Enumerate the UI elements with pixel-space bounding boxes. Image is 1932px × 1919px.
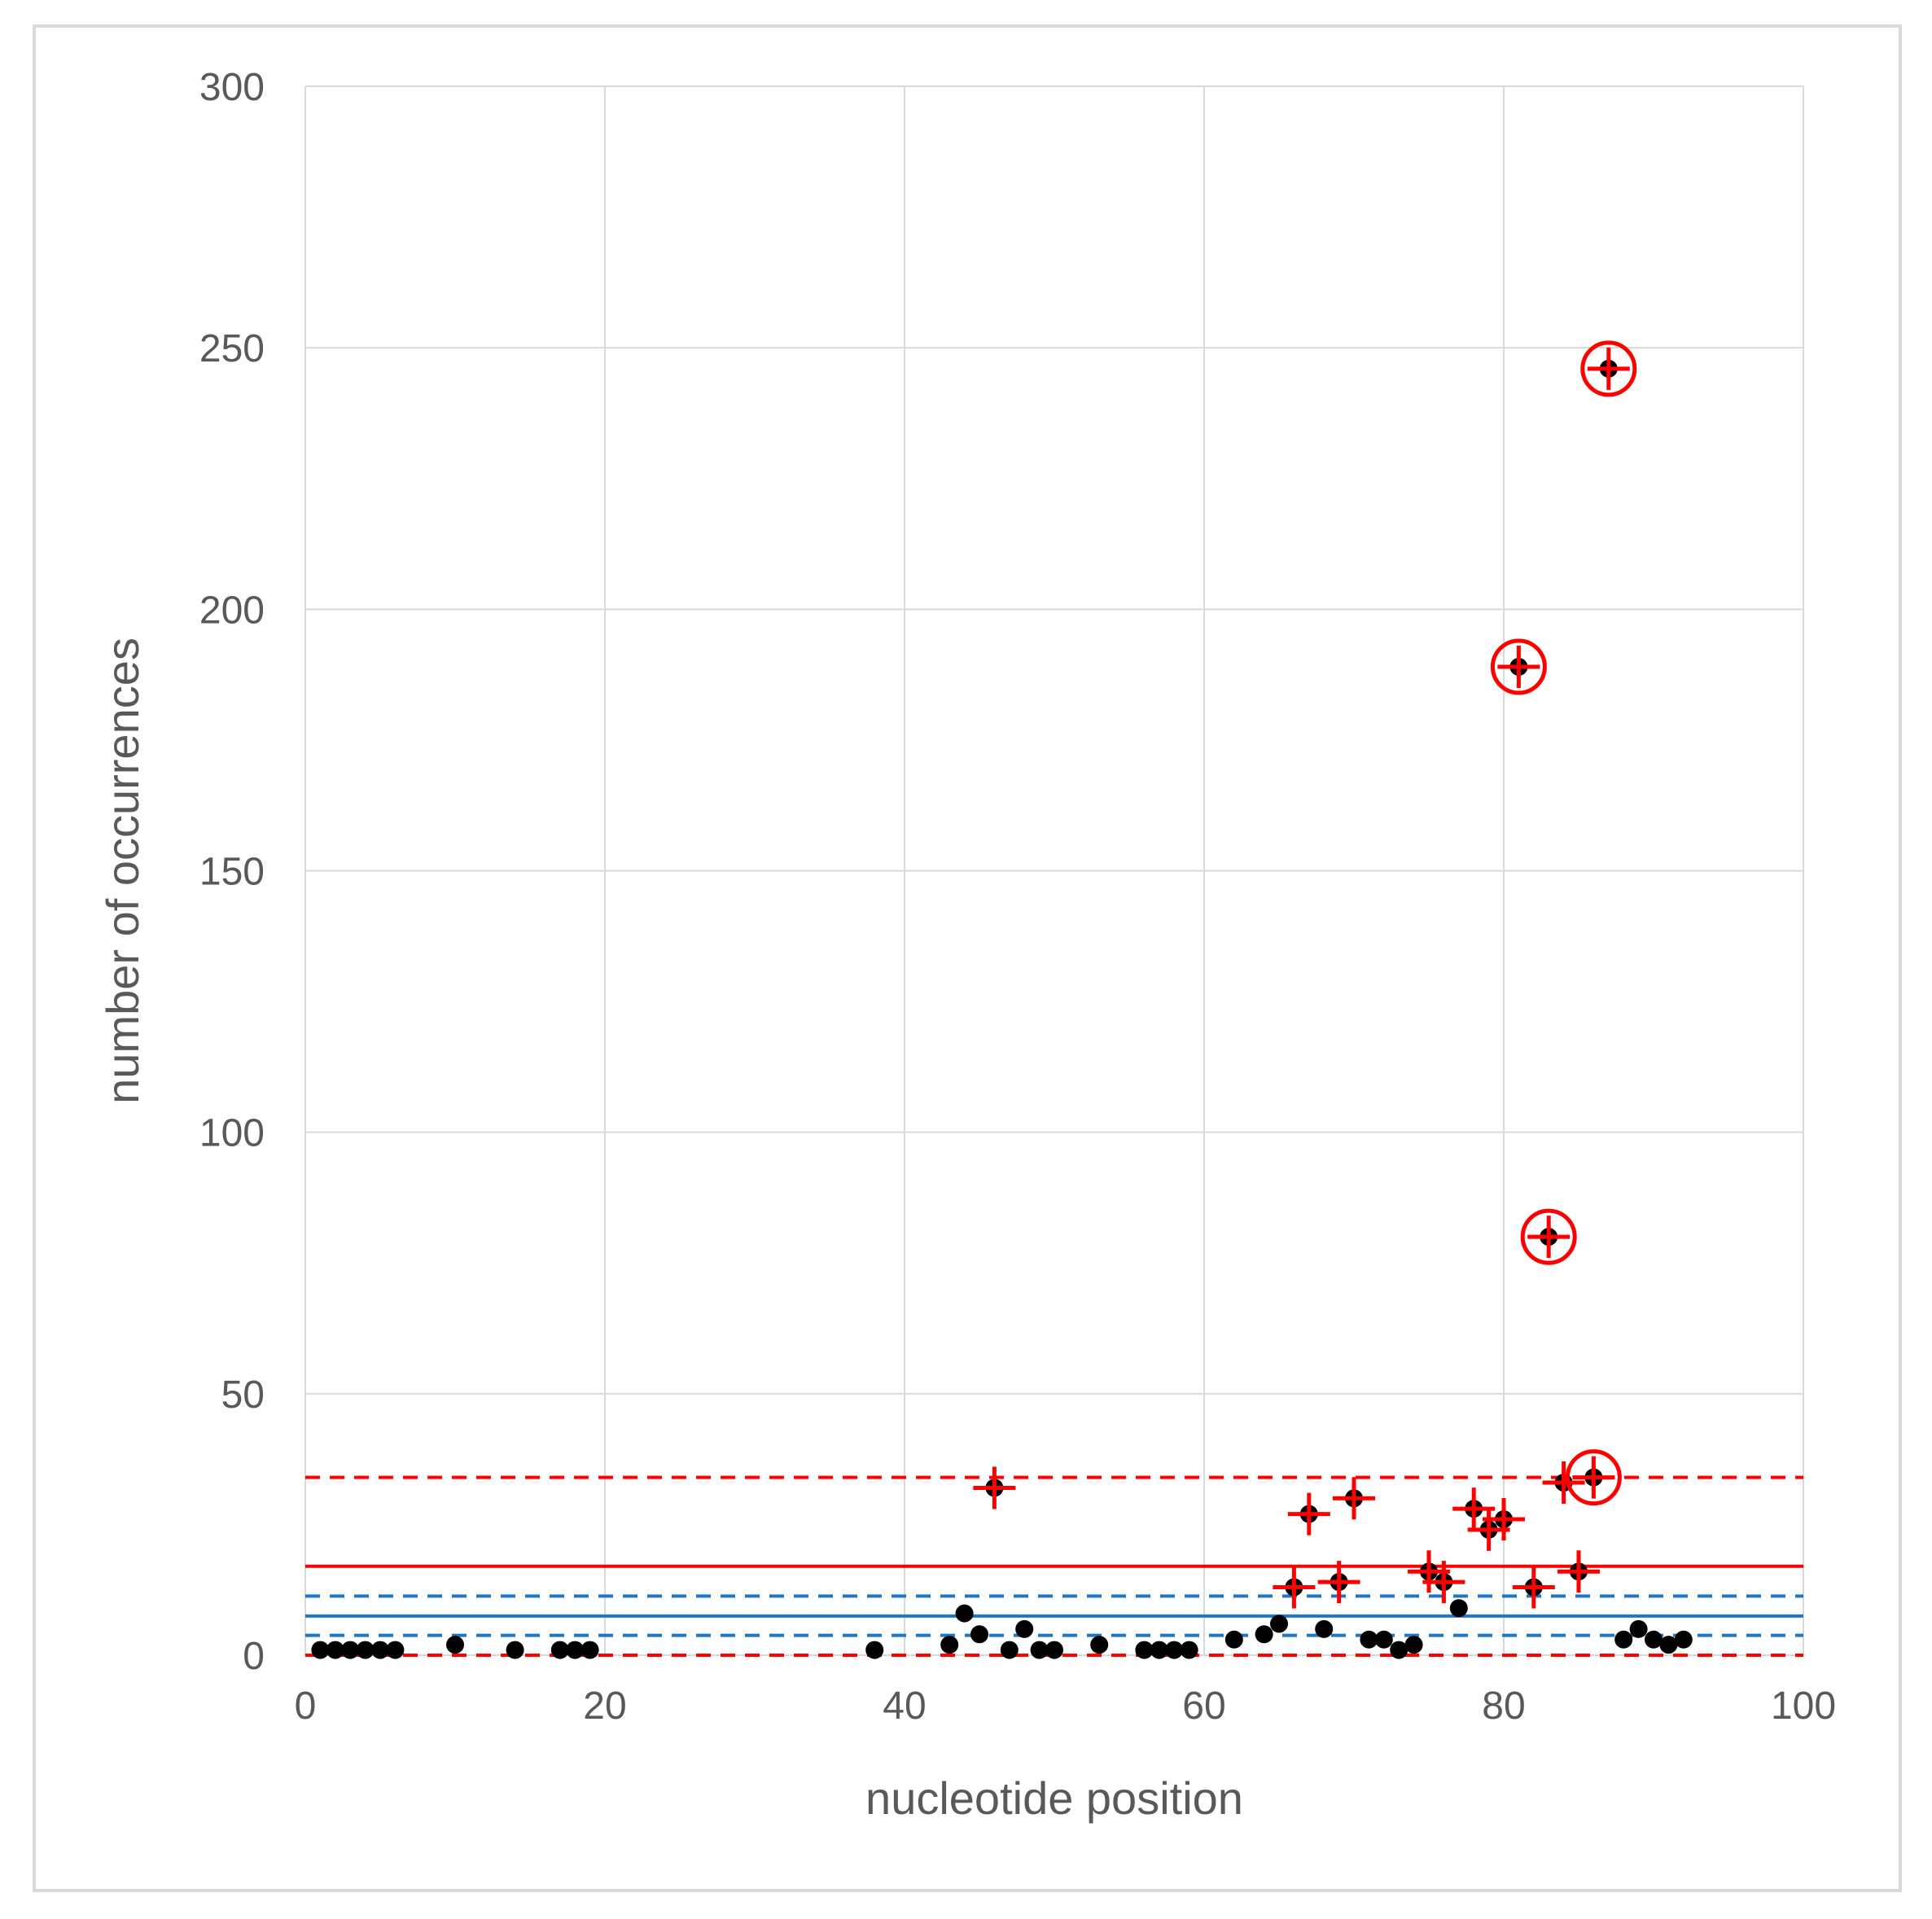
- flag-markers: [973, 340, 1637, 1609]
- data-point: [506, 1641, 524, 1659]
- y-axis-label: number of occurrences: [97, 637, 148, 1104]
- y-tick-label: 200: [199, 589, 265, 632]
- data-point: [1449, 1599, 1468, 1618]
- data-point: [1645, 1630, 1663, 1649]
- flag-circle: [1565, 1449, 1622, 1506]
- data-point: [1614, 1630, 1633, 1649]
- data-point: [1629, 1619, 1648, 1638]
- flag-circle: [1580, 340, 1637, 397]
- data-point: [1374, 1630, 1393, 1649]
- flag-circle: [1490, 638, 1547, 695]
- y-tick-label: 0: [243, 1635, 265, 1678]
- x-tick-label: 60: [1182, 1685, 1225, 1728]
- data-point: [371, 1641, 389, 1659]
- data-point: [311, 1641, 330, 1659]
- data-point: [356, 1641, 375, 1659]
- data-point: [580, 1641, 599, 1659]
- data-point: [1150, 1641, 1168, 1659]
- tick-labels: 0 20 40 60 80 100 0 50 100 150 200 250 300: [199, 66, 1836, 1728]
- data-point: [1674, 1630, 1693, 1649]
- data-point: [1000, 1641, 1019, 1659]
- data-point: [386, 1641, 405, 1659]
- data-point: [1135, 1641, 1154, 1659]
- x-tick-label: 20: [583, 1685, 626, 1728]
- data-point: [1045, 1641, 1063, 1659]
- data-point: [1165, 1641, 1184, 1659]
- data-point: [1404, 1636, 1423, 1654]
- data-point: [1659, 1636, 1678, 1654]
- chart-frame: [33, 24, 1902, 1892]
- data-point: [1090, 1636, 1109, 1654]
- y-tick-label: 250: [199, 327, 265, 370]
- data-point: [1224, 1630, 1243, 1649]
- data-point: [1030, 1641, 1049, 1659]
- data-point: [1270, 1615, 1288, 1633]
- data-point: [566, 1641, 585, 1659]
- x-axis-label: nucleotide position: [865, 1772, 1243, 1824]
- data-point: [955, 1604, 974, 1623]
- y-tick-label: 300: [199, 66, 265, 109]
- flag-circle: [1520, 1208, 1577, 1265]
- data-points: [311, 359, 1693, 1659]
- data-point: [865, 1641, 884, 1659]
- gridlines: [304, 85, 1804, 1656]
- data-point: [970, 1625, 988, 1644]
- data-point: [1390, 1641, 1408, 1659]
- y-tick-label: 50: [221, 1374, 265, 1417]
- data-point: [446, 1636, 464, 1654]
- x-tick-label: 0: [295, 1685, 317, 1728]
- threshold-lines: [305, 1475, 1803, 1657]
- data-point: [1315, 1619, 1334, 1638]
- data-point: [1180, 1641, 1198, 1659]
- data-point: [326, 1641, 344, 1659]
- x-tick-label: 100: [1771, 1685, 1836, 1728]
- data-point: [940, 1636, 959, 1654]
- data-point: [550, 1641, 569, 1659]
- x-tick-label: 40: [883, 1685, 926, 1728]
- x-tick-label: 80: [1482, 1685, 1525, 1728]
- y-tick-label: 150: [199, 851, 265, 894]
- data-point: [1360, 1630, 1378, 1649]
- data-point: [1255, 1625, 1273, 1644]
- data-point: [341, 1641, 360, 1659]
- y-tick-label: 100: [199, 1112, 265, 1155]
- data-point: [1015, 1619, 1034, 1638]
